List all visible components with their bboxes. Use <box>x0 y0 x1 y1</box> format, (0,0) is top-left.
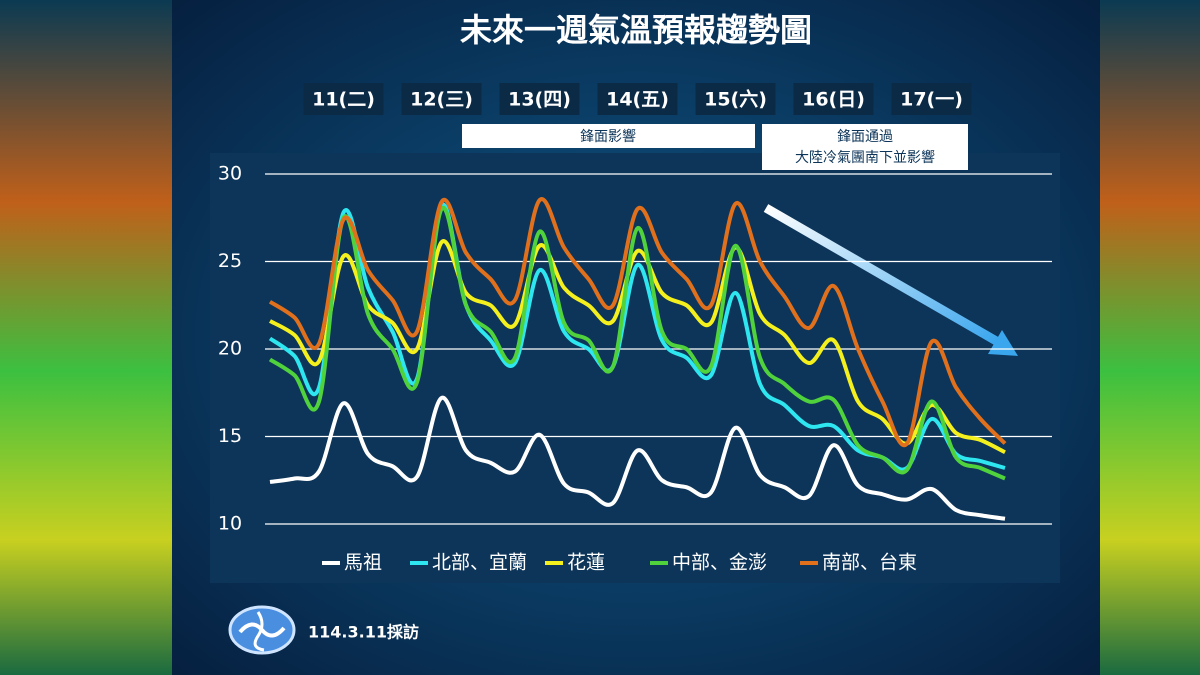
x-tick-label: 14(五) <box>606 89 669 111</box>
annotation: 鋒面影響 <box>580 128 636 145</box>
annotation-box <box>462 124 755 148</box>
y-tick-label: 20 <box>218 338 242 360</box>
y-tick-label: 10 <box>218 513 242 535</box>
legend-item: 中部、金澎 <box>650 552 767 574</box>
day-label-box <box>499 83 580 115</box>
day-label-box <box>597 83 678 115</box>
series-line <box>268 197 1007 448</box>
footer: 114.3.11採訪 <box>308 623 419 642</box>
logo <box>228 605 296 655</box>
legend-label: 花蓮 <box>567 552 605 574</box>
x-tick-label: 13(四) <box>508 89 571 111</box>
legend-item: 北部、宜蘭 <box>410 552 527 574</box>
x-tick-label: 11(二) <box>312 89 375 111</box>
x-tick-label: 15(六) <box>704 88 767 111</box>
annotation: 大陸冷氣團南下並影響 <box>795 149 935 166</box>
x-tick-label: 12(三) <box>410 89 473 111</box>
legend-label: 中部、金澎 <box>672 552 767 574</box>
x-tick-label: 17(一) <box>900 89 963 111</box>
day-label-box <box>303 83 384 115</box>
y-tick-label: 25 <box>218 250 242 272</box>
annotation: 鋒面通過 <box>837 129 893 145</box>
day-label-box <box>891 83 972 115</box>
y-tick-label: 15 <box>218 425 242 447</box>
legend-label: 南部、台東 <box>822 552 917 574</box>
day-label-box <box>695 83 776 115</box>
series-line <box>268 205 1006 481</box>
legend-item: 南部、台東 <box>800 552 917 574</box>
annotation-box <box>762 124 968 170</box>
legend-item: 花蓮 <box>545 552 605 574</box>
series-line <box>269 395 1006 521</box>
legend-label: 北部、宜蘭 <box>432 552 527 574</box>
x-tick-label: 16(日) <box>802 89 865 111</box>
day-label-box <box>793 83 874 115</box>
day-label-box <box>401 83 482 115</box>
trend-arrow <box>763 204 1001 346</box>
legend-label: 馬祖 <box>344 552 382 574</box>
legend-item: 馬祖 <box>322 552 382 574</box>
chart-title: 未來一週氣溫預報趨勢圖 <box>460 11 812 49</box>
y-tick-label: 30 <box>218 163 242 185</box>
